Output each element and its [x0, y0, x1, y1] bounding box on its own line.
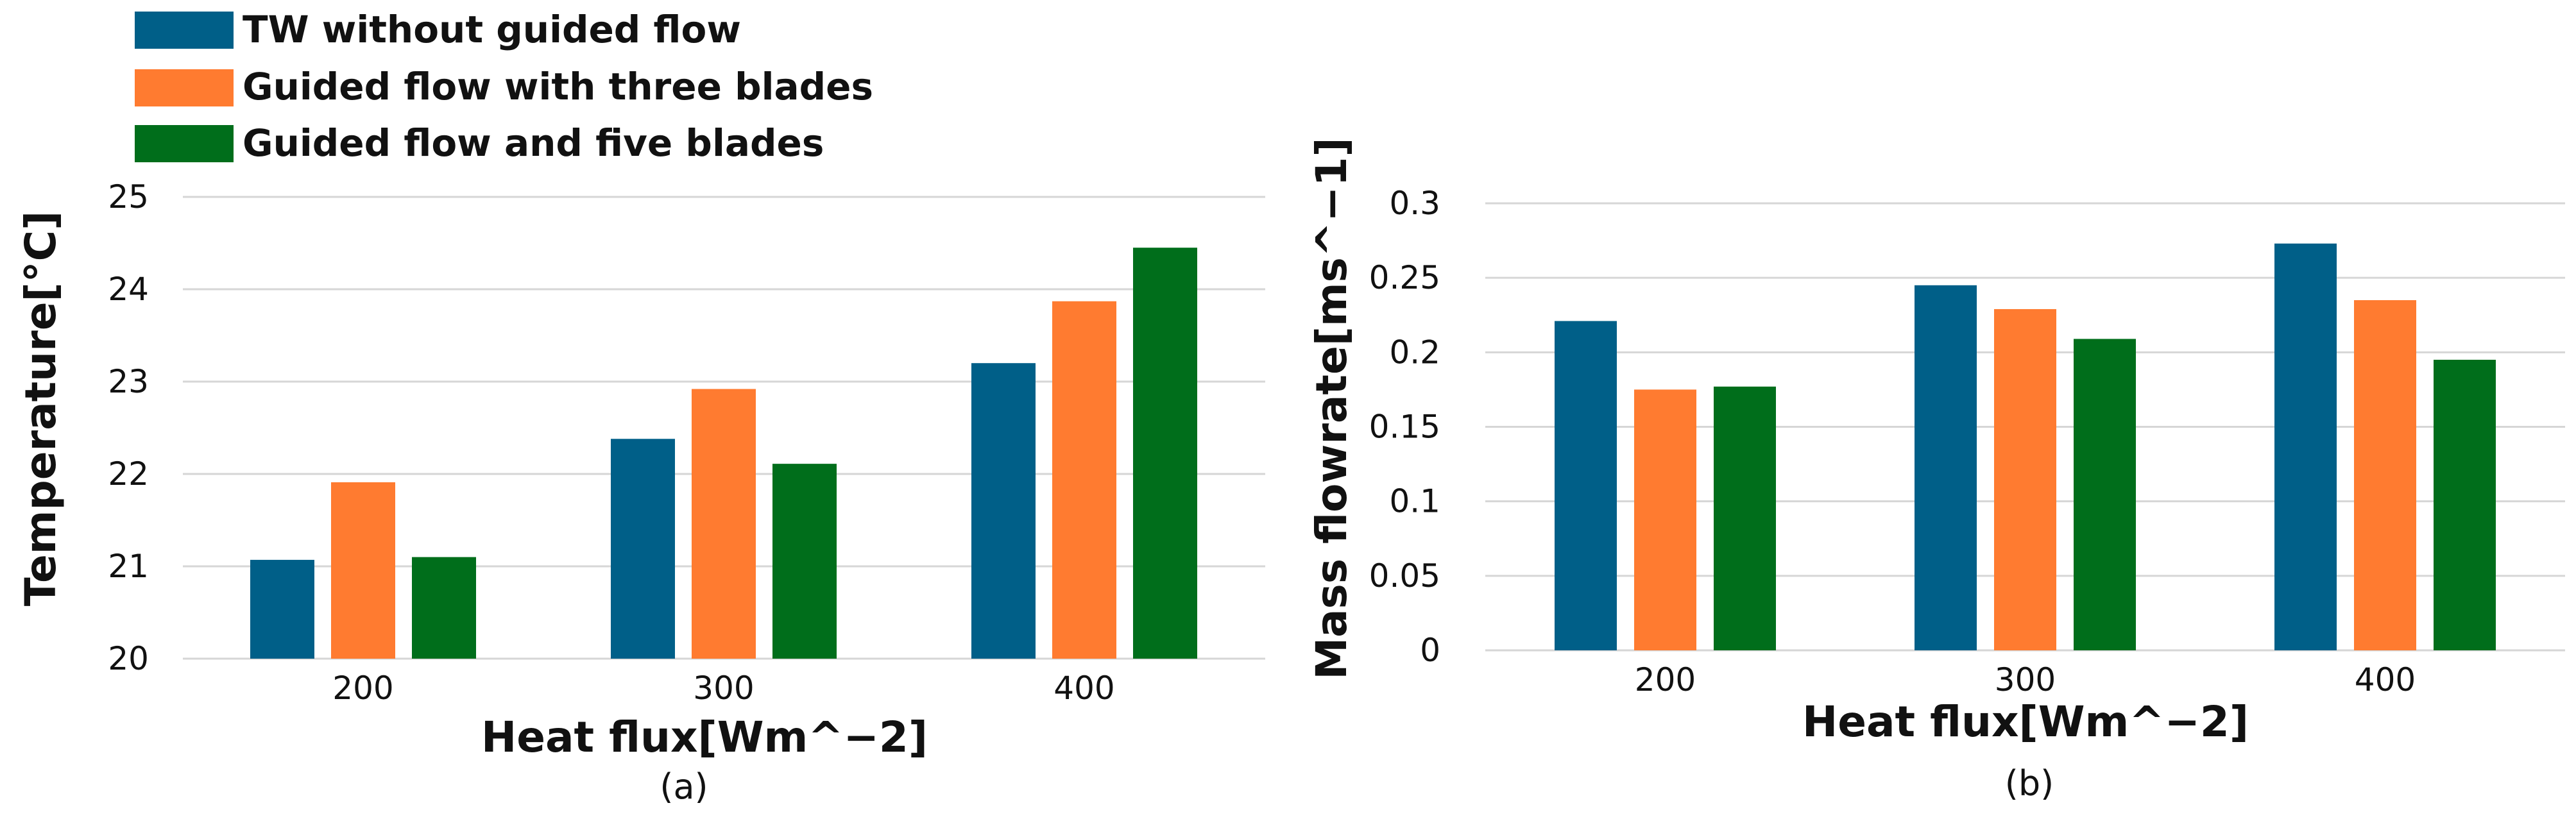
chart-b-ytick-label-3: 0.15 [1369, 409, 1440, 446]
chart-b-ytick-label-5: 0.25 [1369, 259, 1440, 296]
chart-a-bar-300-series3 [772, 464, 837, 659]
chart-b: 0 0.05 0.1 0.15 0.2 0.25 0.3 200 300 400 Heat fl… [1307, 137, 2565, 804]
chart-b-bar-400-series2 [2354, 300, 2416, 650]
chart-b-xtick-label-200: 200 [1635, 661, 1696, 698]
chart-a-y-axis-title: Temperature[°C] [16, 211, 65, 607]
chart-b-ytick-label-0: 0 [1420, 632, 1440, 669]
chart-b-xticks: 200 300 400 [1635, 661, 2416, 698]
chart-b-bar-300-series1 [1915, 285, 1977, 650]
chart-b-yticks: 0 0.05 0.1 0.15 0.2 0.25 0.3 [1369, 185, 1440, 669]
chart-a-caption: (a) [660, 766, 708, 807]
chart-b-bar-400-series3 [2434, 359, 2496, 650]
chart-b-bar-200-series1 [1555, 321, 1617, 650]
chart-a-ytick-label-3: 23 [108, 363, 149, 400]
legend-swatch-series1 [135, 12, 234, 49]
chart-a-bars [250, 248, 1197, 659]
chart-b-xtick-label-300: 300 [1995, 661, 2056, 698]
chart-b-caption: (b) [2005, 763, 2054, 804]
chart-b-bar-300-series3 [2074, 339, 2136, 650]
chart-b-ytick-label-6: 0.3 [1389, 185, 1440, 222]
chart-b-x-axis-title: Heat flux[Wm^−2] [1802, 697, 2249, 747]
chart-b-bars [1555, 243, 2496, 651]
chart-a-bar-200-series1 [250, 559, 314, 659]
chart-a-yticks: 20 21 22 23 24 25 [108, 178, 149, 677]
legend-swatch-series3 [135, 125, 234, 162]
legend-label-series3: Guided flow and five blades [243, 121, 824, 165]
chart-a-xtick-label-300: 300 [693, 670, 754, 707]
legend-label-series1: TW without guided flow [243, 8, 741, 51]
chart-b-y-axis-title: Mass flowrate[ms^−1] [1307, 137, 1356, 679]
chart-a-xtick-label-200: 200 [332, 670, 393, 707]
chart-a-bar-400-series3 [1133, 248, 1197, 659]
chart-b-ytick-label-4: 0.2 [1389, 334, 1440, 371]
chart-b-bar-400-series1 [2274, 243, 2337, 651]
chart-a-x-axis-title: Heat flux[Wm^−2] [481, 713, 928, 762]
legend-swatch-series2 [135, 69, 234, 106]
chart-a-ytick-label-5: 25 [108, 178, 149, 215]
chart-a-ytick-label-1: 21 [108, 548, 149, 585]
chart-a-xticks: 200 300 400 [332, 670, 1114, 707]
chart-a-bar-200-series2 [331, 482, 395, 659]
chart-a-bar-300-series2 [692, 389, 756, 659]
chart-a-bar-400-series1 [971, 363, 1036, 659]
chart-b-ytick-label-1: 0.05 [1369, 557, 1440, 595]
chart-a-bar-400-series2 [1052, 301, 1116, 659]
chart-b-bar-300-series2 [1994, 308, 2056, 650]
chart-b-ytick-label-2: 0.1 [1389, 483, 1440, 520]
chart-a-ytick-label-4: 24 [108, 271, 149, 308]
legend-label-series2: Guided flow with three blades [243, 65, 873, 108]
chart-a-ytick-label-2: 22 [108, 455, 149, 493]
chart-a-bar-200-series3 [412, 557, 476, 659]
chart-b-bar-200-series3 [1714, 386, 1776, 650]
chart-a-xtick-label-400: 400 [1053, 670, 1114, 707]
chart-a-bar-300-series1 [611, 439, 675, 659]
legend: TW without guided flow Guided flow with … [135, 8, 873, 165]
chart-a-ytick-label-0: 20 [108, 640, 149, 677]
chart-b-bar-200-series2 [1634, 389, 1696, 650]
chart-b-xtick-label-400: 400 [2355, 661, 2416, 698]
